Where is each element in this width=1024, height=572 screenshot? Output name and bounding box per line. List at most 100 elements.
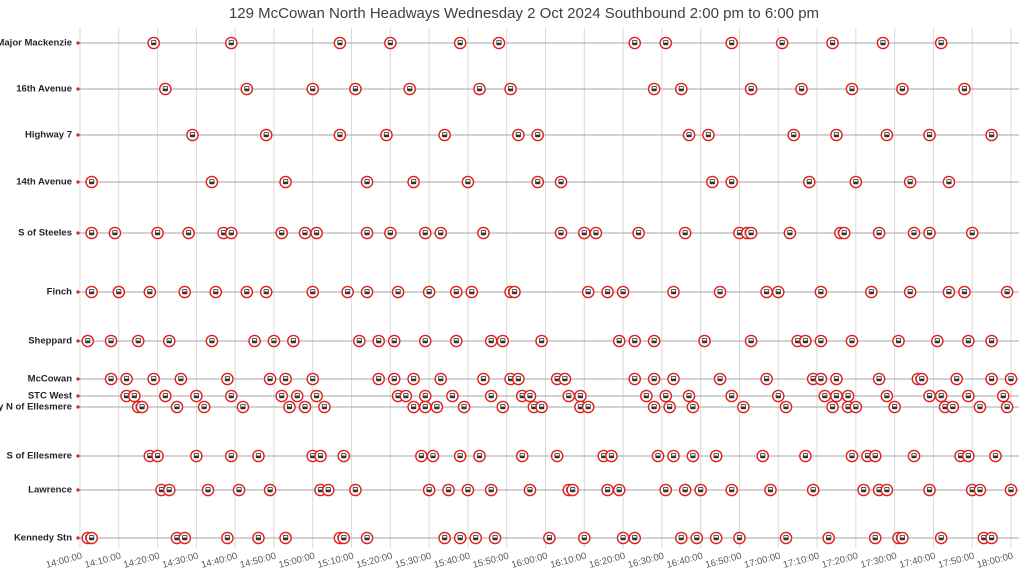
bus-window [450,393,455,396]
bus-icon [492,36,506,50]
bus-body [391,376,397,382]
bus-window [873,535,878,538]
bus-icon [690,531,704,545]
bus-icon [647,82,661,96]
bus-icon [612,334,626,348]
bus-body [670,453,677,459]
bus-window [458,40,462,43]
bus-icon [930,334,944,348]
bus-window [962,86,967,89]
bus-window [617,487,622,490]
bus-body [244,289,250,295]
bus-icon [1004,483,1018,497]
bus-icon [958,82,971,96]
bus-icon [725,483,739,497]
x-tick-label: 17:30:00 [859,551,898,571]
bus-icon [473,82,486,96]
bus-icon [306,285,320,299]
bus-window [826,535,831,538]
bus-body [701,338,708,344]
bus-body [717,376,723,382]
bus-window [927,230,932,233]
x-tick-label: 15:10:00 [316,551,355,571]
bus-icon [818,389,832,403]
bus-window [795,338,800,341]
bus-icon [453,531,467,545]
bus-window [283,179,288,182]
bus-window [438,376,443,379]
bus-window [245,289,249,292]
x-tick-label: 16:50:00 [704,551,743,571]
bus-body [267,376,273,382]
bus-body [818,289,824,295]
bus-window [310,376,315,379]
bus-window [151,376,156,379]
bus-body [670,289,677,295]
bus-icon [240,285,254,299]
bus-window [970,230,975,233]
bus-icon [267,334,281,348]
x-tick-label: 16:10:00 [549,551,588,571]
x-tick-label: 14:10:00 [84,551,123,571]
bus-icon [418,400,432,414]
bus-window [850,338,854,341]
bus-window [179,376,183,379]
bus-window [384,132,389,135]
bus-body [554,453,560,459]
bus-window [559,230,563,233]
bus-body [228,393,234,399]
bus-window [632,535,637,538]
bus-body [403,393,409,399]
bus-icon [415,449,428,463]
bus-icon [384,36,397,50]
bus-body [577,393,584,399]
bus-window [167,487,172,490]
bus-window [760,453,765,456]
bus-icon [616,285,630,299]
bus-icon [973,400,987,414]
bus-icon [279,531,292,545]
bus-icon [667,285,680,299]
x-tick-label: 17:10:00 [782,551,821,571]
bus-icon [667,372,680,386]
bus-window [1009,487,1013,490]
bus-body [438,376,444,382]
bus-window [854,404,858,407]
bus-icon [830,372,843,386]
bus-window [190,132,195,135]
bus-icon [259,285,273,299]
bus-window [970,487,975,490]
bus-body [147,289,153,295]
bus-window [687,393,691,396]
bus-window [663,487,668,490]
bus-window [520,453,525,456]
bus-window [376,376,381,379]
bus-icon [663,400,676,414]
bus-body [488,338,494,344]
bus-icon [845,82,859,96]
stop-label: Finch [47,287,73,298]
bus-icon [131,334,145,348]
bus-body [833,393,840,399]
bus-window [357,338,362,341]
bus-icon [283,400,296,414]
bus-body [131,393,137,399]
bus-window [423,230,428,233]
bus-window [958,453,963,456]
bus-icon [508,285,521,299]
bus-body [717,289,723,295]
bus-window [749,338,753,341]
bus-icon [962,389,975,403]
bus-window [846,393,850,396]
bus-icon [523,389,537,403]
x-tick-label: 17:00:00 [743,551,782,571]
bus-body [209,338,215,344]
bus-window [353,487,358,490]
bus-window [582,230,587,233]
bus-icon [360,226,374,240]
bus-body [783,404,789,410]
bus-icon [224,226,238,240]
bus-icon [667,449,680,463]
bus-body [961,289,968,295]
bus-window [683,230,687,233]
